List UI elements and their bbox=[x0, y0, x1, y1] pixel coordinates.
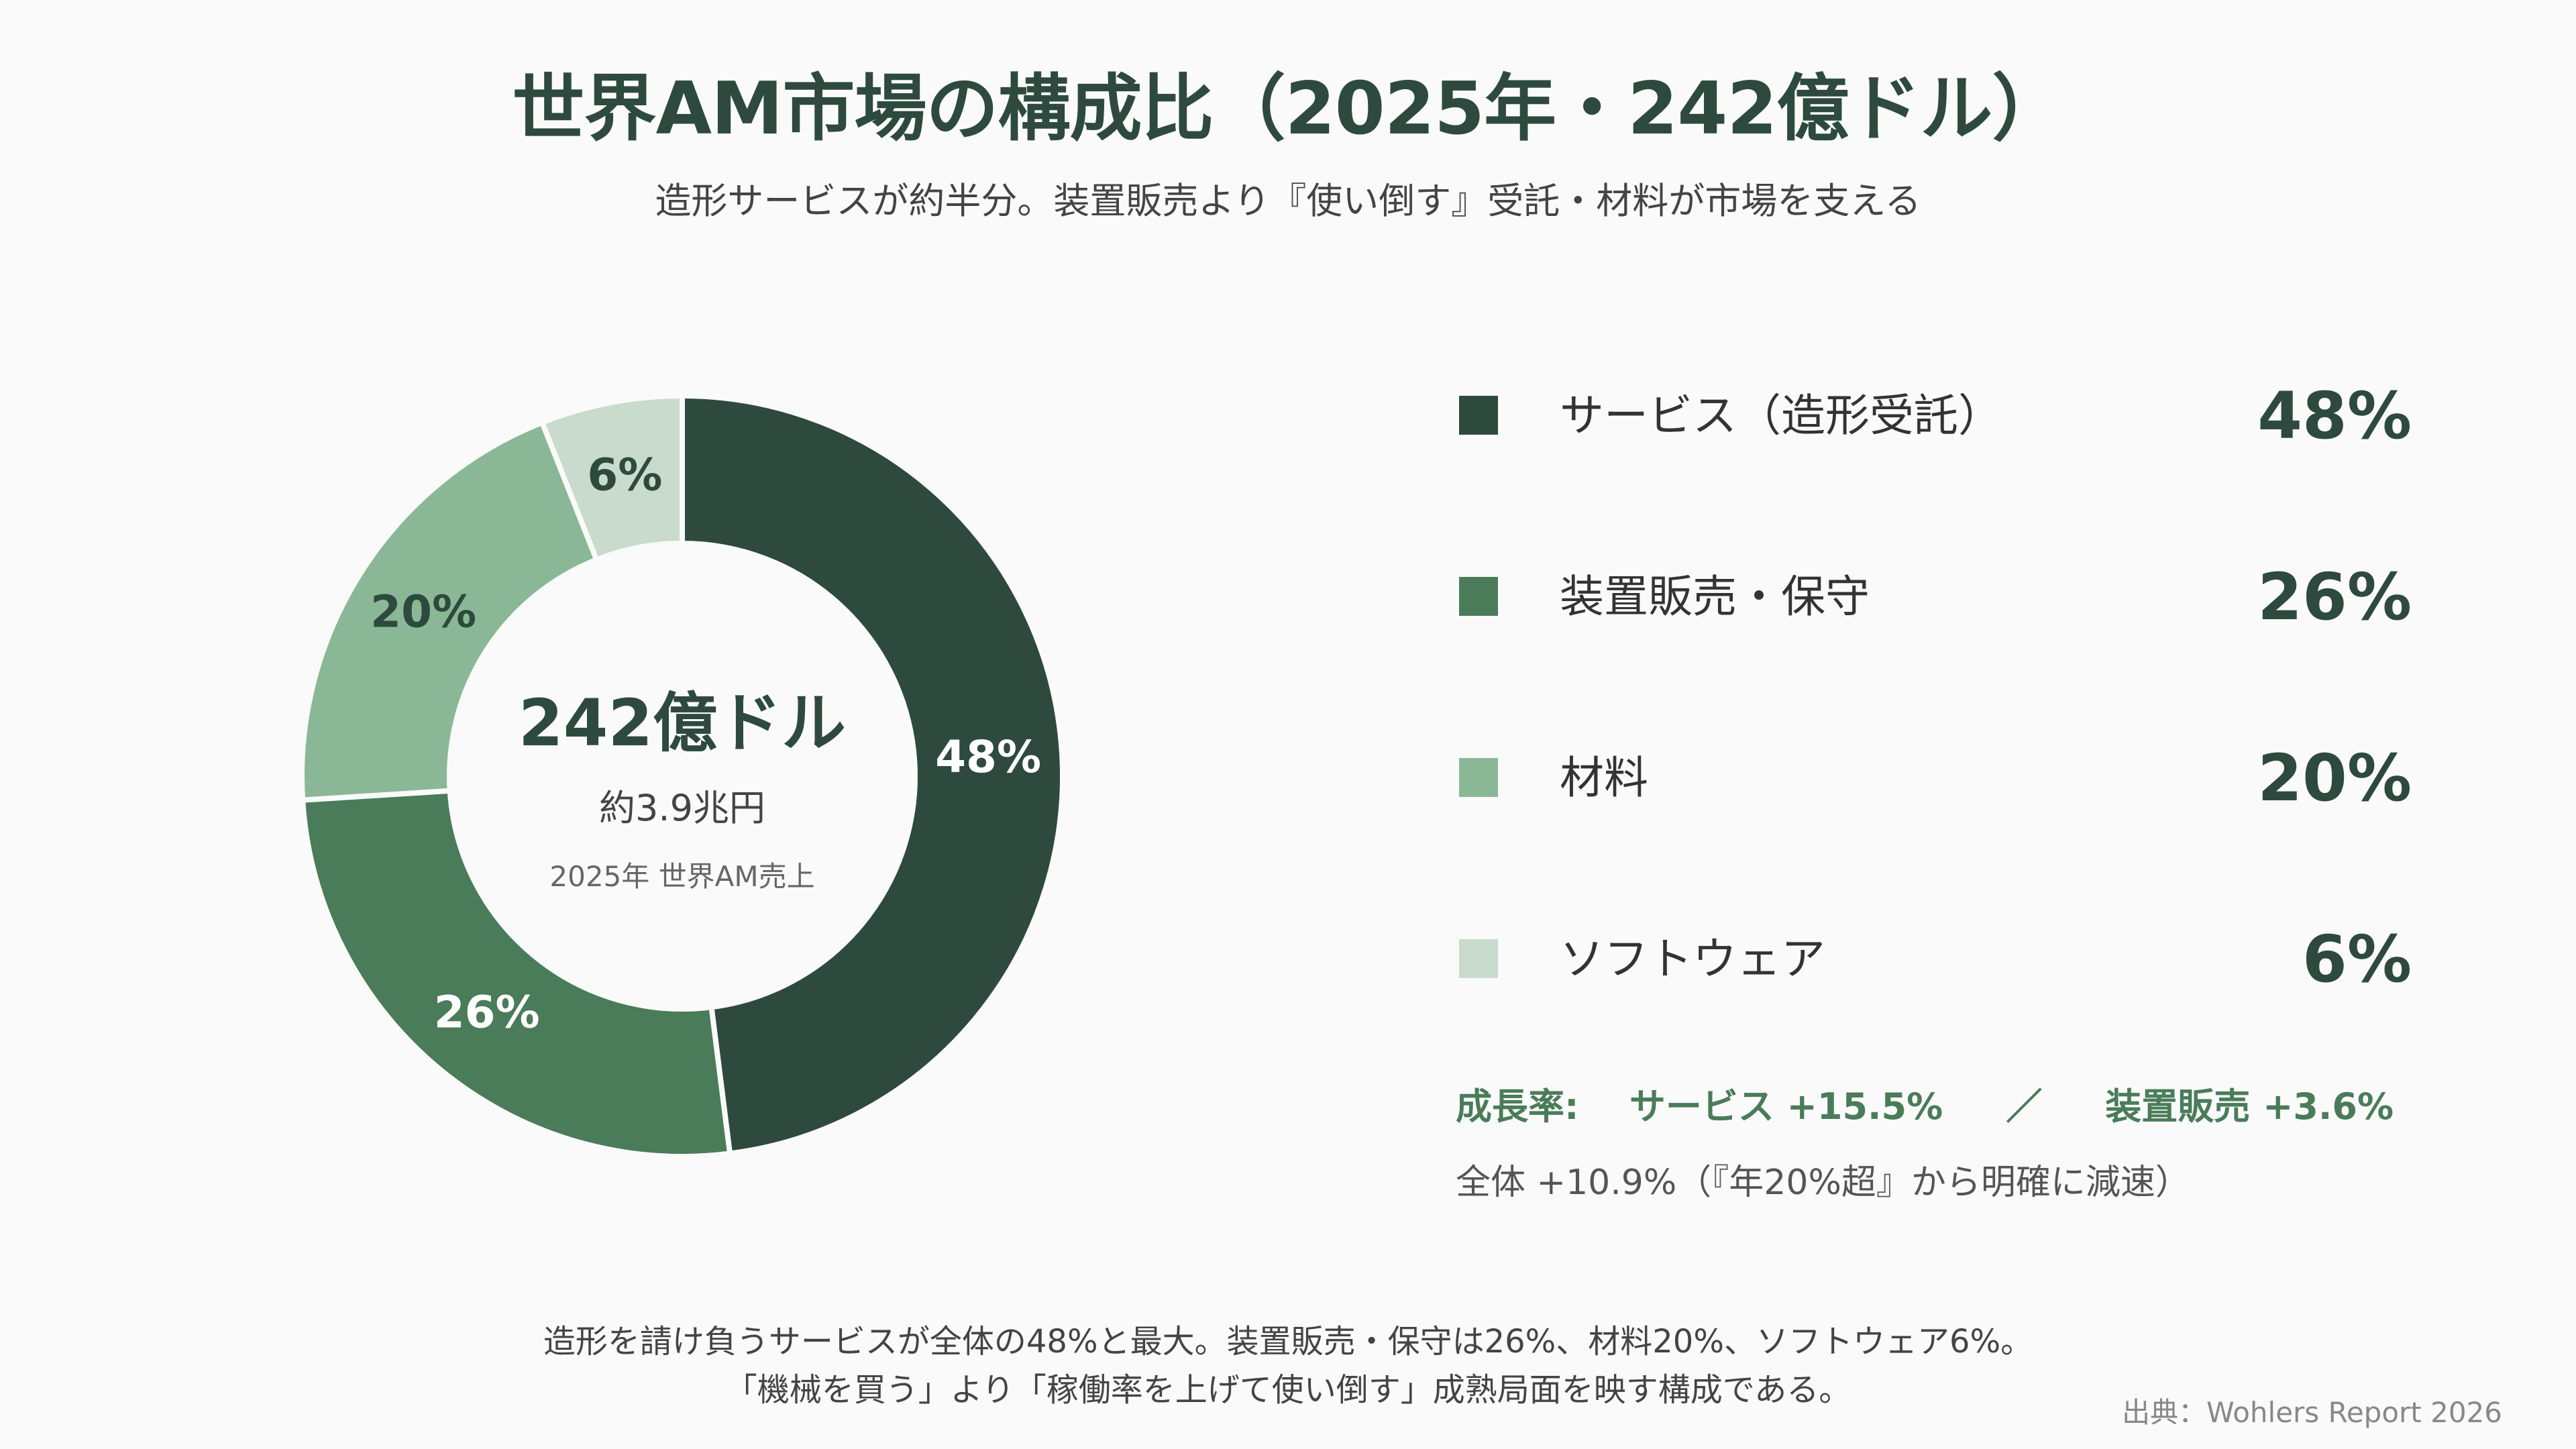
donut-label-service: 48% bbox=[935, 731, 1041, 783]
donut-slice-service bbox=[680, 392, 1065, 1157]
growth-separator: ／ bbox=[2006, 1085, 2043, 1128]
legend-label-materials: 材料 bbox=[1560, 752, 1648, 804]
legend-value-software: 6% bbox=[2302, 922, 2412, 997]
legend-swatch-hardware bbox=[1459, 577, 1498, 616]
overall-growth: 全体 +10.9%（『年20%超』から明確に減速） bbox=[1456, 1163, 2190, 1203]
legend-value-materials: 20% bbox=[2257, 741, 2412, 816]
donut-slice-hardware bbox=[299, 788, 733, 1159]
legend-swatch-software bbox=[1459, 939, 1498, 978]
donut-center-yen: 約3.9兆円 bbox=[599, 787, 765, 829]
donut-label-materials: 20% bbox=[370, 586, 476, 638]
donut-chart: 48% 26% 20% 6% bbox=[299, 392, 1065, 1159]
donut-slice-software bbox=[539, 392, 685, 564]
legend-value-hardware: 26% bbox=[2257, 559, 2412, 635]
legend-item-materials: 材料 20% bbox=[1459, 738, 2412, 919]
growth-hardware: 装置販売 +3.6% bbox=[2105, 1085, 2394, 1128]
legend-item-software: ソフトウェア 6% bbox=[1459, 919, 2412, 1100]
footnote-line-1: 造形を請け負うサービスが全体の48%と最大。装置販売・保守は26%、材料20%、… bbox=[543, 1323, 2033, 1360]
donut-label-hardware: 26% bbox=[434, 987, 540, 1038]
legend-item-service: サービス（造形受託） 48% bbox=[1459, 376, 2412, 557]
legend-label-hardware: 装置販売・保守 bbox=[1560, 571, 1870, 623]
donut-slice-materials bbox=[299, 419, 600, 803]
legend-swatch-service bbox=[1459, 396, 1498, 435]
legend-label-software: ソフトウェア bbox=[1560, 933, 1825, 985]
donut-center-caption: 2025年 世界AM売上 bbox=[549, 860, 815, 893]
chart-title: 世界AM市場の構成比（2025年・242億ドル） bbox=[512, 67, 2064, 151]
legend: サービス（造形受託） 48% 装置販売・保守 26% 材料 20% ソフトウェア… bbox=[1459, 376, 2412, 1100]
growth-rates: 成長率: サービス +15.5% ／ 装置販売 +3.6% bbox=[1456, 1077, 2394, 1130]
donut-center-total: 242億ドル bbox=[518, 686, 847, 761]
growth-service: サービス +15.5% bbox=[1629, 1085, 1943, 1128]
legend-item-hardware: 装置販売・保守 26% bbox=[1459, 557, 2412, 738]
growth-label: 成長率: bbox=[1456, 1085, 1579, 1128]
footnote-line-2: 「機械を買う」より「稼働率を上げて使い倒す」成熟局面を映す構成である。 bbox=[724, 1371, 1851, 1409]
legend-label-service: サービス（造形受託） bbox=[1560, 390, 2002, 441]
source-note: 出典：Wohlers Report 2026 bbox=[2122, 1396, 2502, 1429]
legend-swatch-materials bbox=[1459, 758, 1498, 797]
chart-subtitle: 造形サービスが約半分。装置販売より『使い倒す』受託・材料が市場を支える bbox=[655, 180, 1921, 222]
legend-value-service: 48% bbox=[2257, 378, 2412, 453]
donut-label-software: 6% bbox=[587, 449, 662, 501]
